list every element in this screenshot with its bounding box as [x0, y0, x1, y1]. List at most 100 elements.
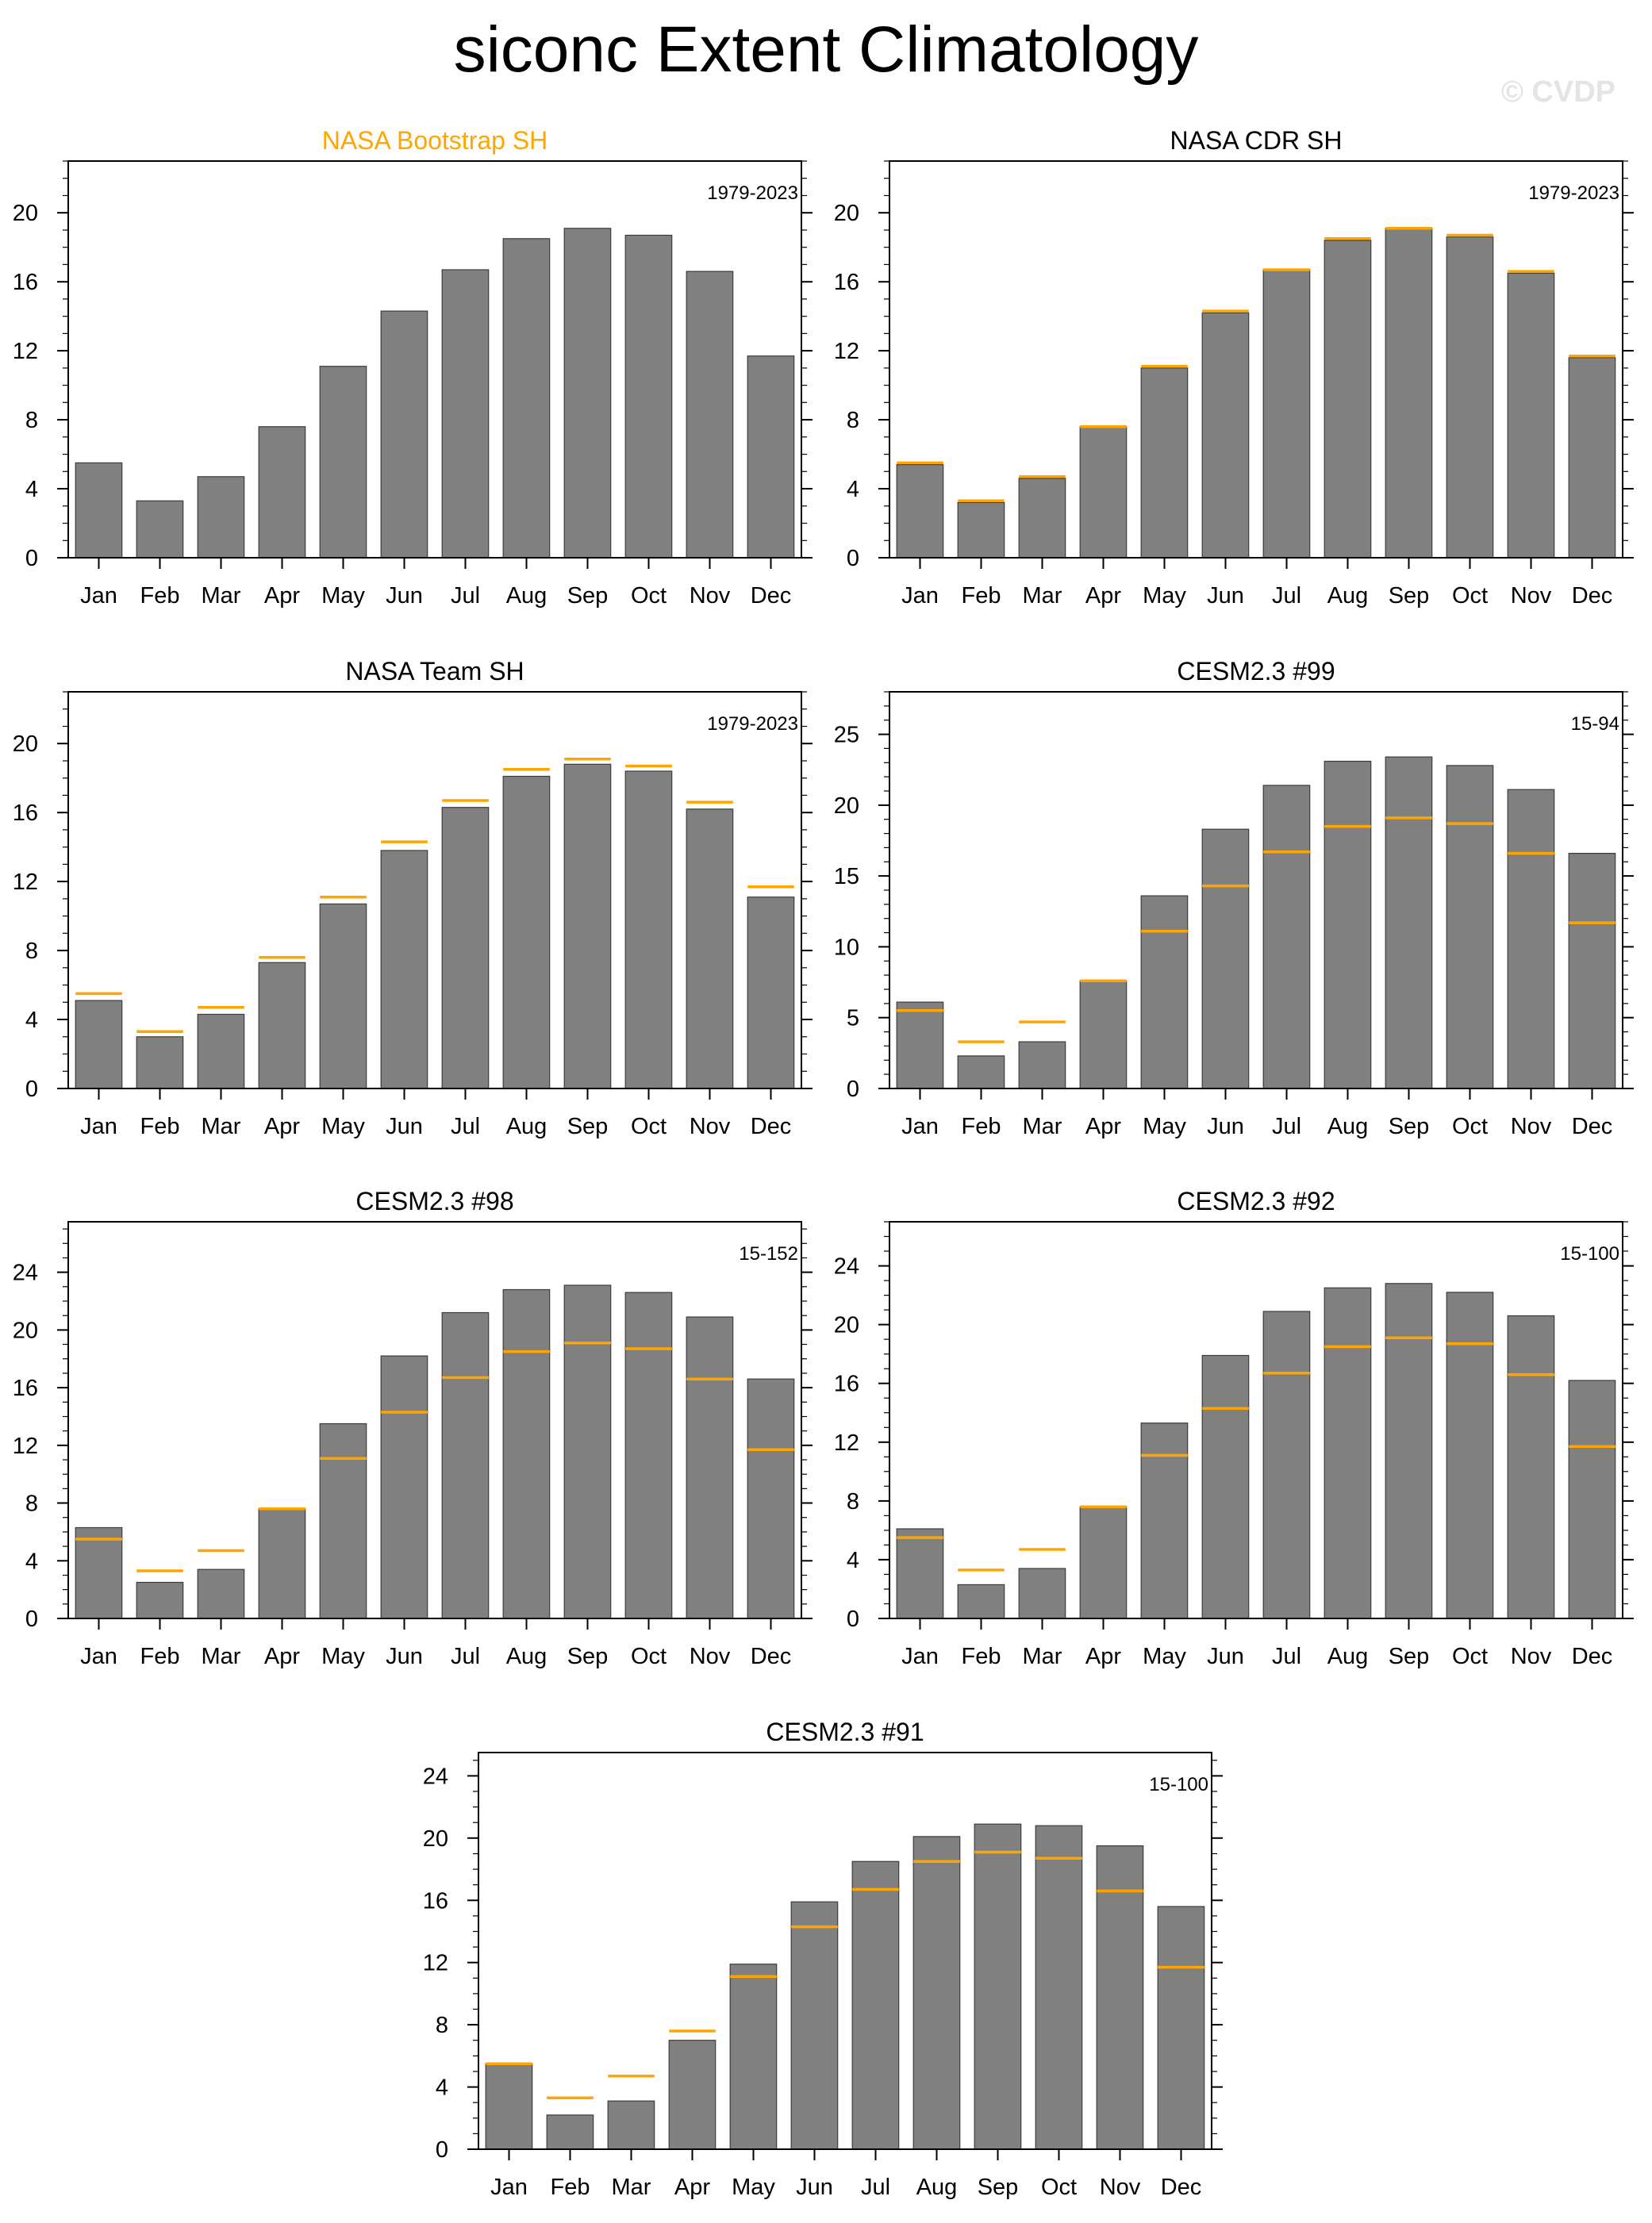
x-tick-label: Jan: [901, 1644, 939, 1669]
y-tick-label: 24: [834, 1254, 859, 1280]
y-tick-label: 0: [847, 1077, 859, 1102]
bar: [258, 426, 306, 559]
bar: [1507, 1315, 1555, 1619]
bar: [1201, 312, 1250, 559]
bar: [258, 962, 306, 1089]
x-tick-label: Mar: [1023, 583, 1062, 609]
bar: [896, 1528, 944, 1619]
x-tick-label: Nov: [690, 1114, 731, 1139]
x-tick-label: Feb: [962, 1644, 1001, 1669]
y-tick-label: 16: [834, 270, 859, 295]
bar: [974, 1823, 1022, 2150]
bar: [1018, 1041, 1066, 1089]
y-tick-label: 12: [423, 1951, 448, 1976]
bar: [668, 2040, 717, 2150]
x-tick-label: Jun: [1207, 1114, 1244, 1139]
bar: [258, 1508, 306, 1619]
x-tick-label: Jun: [386, 1644, 423, 1669]
x-tick-label: Dec: [751, 583, 792, 609]
y-tick-label: 16: [834, 1372, 859, 1397]
bar: [896, 463, 944, 559]
bar: [502, 238, 551, 559]
watermark: © CVDP: [1501, 75, 1616, 109]
bar: [624, 234, 673, 559]
x-tick-label: Feb: [551, 2175, 590, 2200]
x-tick-label: Jul: [1272, 1644, 1301, 1669]
bar: [896, 1001, 944, 1089]
bar: [319, 366, 367, 559]
bar: [790, 1901, 839, 2150]
bar: [380, 1355, 428, 1619]
y-tick-label: 8: [847, 408, 859, 433]
y-tick-label: 20: [834, 1313, 859, 1338]
x-tick-label: Jun: [796, 2175, 833, 2200]
panel-title: CESM2.3 #91: [766, 1718, 924, 1746]
chart-panel: CESM2.3 #99 0 5 10 15 20 25 Jan Feb Mar Apr May Jun J…: [834, 657, 1634, 1139]
x-tick-label: Aug: [506, 1114, 547, 1139]
bar: [319, 1422, 367, 1619]
x-tick-label: Feb: [140, 583, 180, 609]
x-tick-label: Sep: [1389, 1644, 1430, 1669]
x-tick-label: Feb: [140, 1644, 180, 1669]
bar: [1385, 1283, 1433, 1619]
bar: [851, 1860, 900, 2150]
bar: [1140, 367, 1189, 559]
bar: [441, 269, 490, 559]
x-tick-label: Nov: [1511, 1114, 1552, 1139]
bar: [747, 896, 795, 1089]
bar: [1507, 789, 1555, 1089]
bar: [1324, 760, 1372, 1089]
y-tick-label: 20: [13, 1318, 38, 1343]
x-tick-label: Jan: [490, 2175, 528, 2200]
x-tick-label: Jan: [901, 1114, 939, 1139]
bar: [1262, 269, 1311, 559]
y-tick-label: 4: [847, 477, 859, 502]
y-tick-label: 20: [423, 1826, 448, 1852]
bar: [75, 1526, 123, 1619]
bar: [563, 1284, 612, 1619]
x-tick-label: Mar: [1023, 1644, 1062, 1669]
bar: [1507, 272, 1555, 559]
x-tick-label: May: [321, 583, 365, 609]
x-tick-label: Aug: [1327, 1114, 1369, 1139]
x-tick-label: Jan: [80, 583, 117, 609]
y-tick-label: 16: [13, 1376, 38, 1401]
bar: [197, 476, 245, 559]
bar: [729, 1964, 778, 2150]
y-tick-label: 4: [25, 477, 38, 502]
x-tick-label: Oct: [1452, 583, 1488, 609]
x-tick-label: Oct: [631, 1644, 667, 1669]
x-tick-label: Mar: [612, 2175, 651, 2200]
y-tick-label: 20: [13, 731, 38, 757]
chart-panels: NASA Bootstrap SH 0 4 8 12 16 20 Jan Feb Mar Apr Ma…: [13, 126, 1634, 2200]
x-tick-label: Feb: [962, 583, 1001, 609]
x-tick-label: Sep: [567, 1114, 609, 1139]
period-label: 1979-2023: [707, 182, 798, 204]
x-tick-label: Dec: [751, 1644, 792, 1669]
x-tick-label: Aug: [916, 2175, 958, 2200]
x-tick-label: Jul: [1272, 583, 1301, 609]
chart-panel: CESM2.3 #92 0 4 8 12 16 20 24 Jan Feb Mar Apr May Jun…: [834, 1187, 1634, 1669]
bar: [686, 1316, 734, 1619]
plot-frame: [478, 1752, 1212, 2150]
y-tick-label: 4: [436, 2075, 448, 2101]
bar: [75, 1000, 123, 1089]
panel-title: NASA Bootstrap SH: [322, 126, 548, 155]
x-tick-label: Aug: [1327, 1644, 1369, 1669]
bar: [75, 462, 123, 559]
bar: [1157, 1906, 1205, 2150]
bar: [624, 1292, 673, 1619]
x-tick-label: Apr: [1085, 1114, 1121, 1139]
x-tick-label: Oct: [631, 583, 667, 609]
x-tick-label: Apr: [674, 2175, 710, 2200]
x-tick-label: Sep: [1389, 1114, 1430, 1139]
x-tick-label: Dec: [751, 1114, 792, 1139]
bar: [1324, 240, 1372, 559]
y-tick-label: 12: [13, 1434, 38, 1459]
plot-frame: [67, 1221, 802, 1619]
bar: [1385, 228, 1433, 559]
plot-frame: [67, 691, 802, 1089]
y-tick-label: 24: [423, 1764, 448, 1789]
x-tick-label: Jan: [901, 583, 939, 609]
